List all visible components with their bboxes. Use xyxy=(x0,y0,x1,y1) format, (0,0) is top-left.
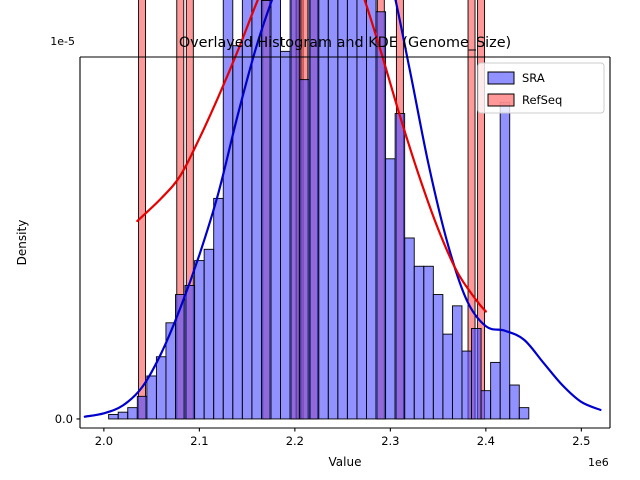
sra-bar xyxy=(241,0,253,420)
refseq-bar xyxy=(138,0,147,420)
sra-bar xyxy=(136,395,148,420)
x-tick-label: 2.1 xyxy=(190,434,208,448)
sra-bar xyxy=(203,248,215,420)
sra-bar xyxy=(146,375,157,420)
x-tick-label: 2.4 xyxy=(477,434,495,448)
axis-tick-labels: 2.02.12.22.32.42.50.00.51.01.52.02.53.0 xyxy=(55,412,591,448)
sra-bar xyxy=(260,0,272,420)
sra-bar xyxy=(327,0,339,420)
sra-bar xyxy=(385,158,396,420)
sra-histogram-bars xyxy=(108,0,530,420)
sra-bar xyxy=(346,0,358,420)
kde-curves xyxy=(83,0,602,418)
sra-bar xyxy=(270,0,281,420)
sra-bar xyxy=(442,333,453,420)
sra-bar xyxy=(337,0,348,420)
chart-legend[interactable]: SRA RefSeq xyxy=(477,62,605,114)
sra-bar xyxy=(222,0,234,420)
sra-bar xyxy=(480,390,492,420)
sra-bar xyxy=(366,0,377,420)
sra-bar xyxy=(423,265,434,420)
sra-bar xyxy=(213,197,224,420)
legend-swatch-refseq xyxy=(487,93,515,107)
y-axis-label: Density xyxy=(15,220,29,266)
sra-bar xyxy=(413,265,425,420)
sra-bar xyxy=(471,328,482,420)
sra-bar xyxy=(509,384,520,420)
sra-bar xyxy=(451,305,463,420)
sra-bar xyxy=(251,0,262,420)
x-axis-label: Value xyxy=(329,455,362,469)
sra-bar xyxy=(184,285,196,420)
sra-bar xyxy=(155,356,167,420)
sra-bar xyxy=(394,113,406,420)
y-tick-label: 0.0 xyxy=(55,412,73,426)
sra-bar xyxy=(175,294,186,420)
sra-bar xyxy=(490,361,501,420)
sra-bar xyxy=(318,0,329,420)
y-axis-offset-text: 1e-5 xyxy=(50,35,75,48)
sra-bar xyxy=(108,413,119,420)
sra-bar xyxy=(461,350,472,420)
x-axis-offset-text: 1e6 xyxy=(588,456,609,469)
x-tick-label: 2.0 xyxy=(95,434,113,448)
sra-bar xyxy=(432,294,444,420)
sra-bar xyxy=(356,0,367,420)
legend-label-refseq: RefSeq xyxy=(522,93,562,107)
legend-swatch-sra xyxy=(487,71,515,85)
x-tick-label: 2.3 xyxy=(381,434,399,448)
chart-title: Overlayed Histogram and KDE (Genome_Size… xyxy=(179,35,511,51)
sra-bar xyxy=(127,407,138,420)
sra-bar xyxy=(280,50,291,420)
sra-kde-line xyxy=(83,0,602,418)
sra-bar xyxy=(117,411,129,420)
sra-bar xyxy=(499,101,511,420)
legend-label-sra: SRA xyxy=(522,71,545,85)
sra-bar xyxy=(299,79,310,420)
sra-bar xyxy=(404,237,415,420)
axes-spines xyxy=(79,56,611,429)
sra-bar xyxy=(289,0,301,420)
sra-bar xyxy=(194,260,205,420)
sra-bar xyxy=(375,11,387,420)
axis-ticks xyxy=(76,418,582,432)
sra-bar xyxy=(518,407,530,420)
sra-bar xyxy=(308,0,320,420)
x-tick-label: 2.5 xyxy=(572,434,590,448)
refseq-kde-line xyxy=(136,0,487,313)
x-tick-label: 2.2 xyxy=(286,434,304,448)
